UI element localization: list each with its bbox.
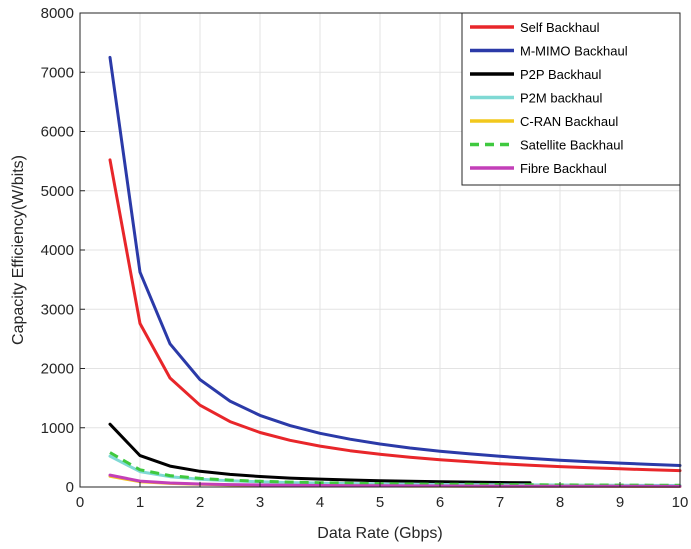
- y-tick-label: 8000: [41, 5, 74, 22]
- x-tick-label: 10: [672, 494, 689, 511]
- legend-label-p2p-backhaul: P2P Backhaul: [520, 67, 602, 82]
- x-tick-label: 9: [616, 494, 624, 511]
- x-tick-label: 6: [436, 494, 444, 511]
- x-axis-title: Data Rate (Gbps): [317, 525, 442, 542]
- y-tick-label: 4000: [41, 242, 74, 259]
- legend-label-p2m-backhaul: P2M backhaul: [520, 91, 602, 106]
- y-axis-title: Capacity Efficiency(W/bits): [10, 155, 27, 345]
- y-tick-label: 6000: [41, 124, 74, 141]
- series-line-m-mimo-backhaul: [108, 55, 682, 467]
- x-tick-label: 5: [376, 494, 384, 511]
- axis-ticks: 0 1 2 3 4 5 6 7 8 9 10 0 1000 2000 3000 4000 5000 6000 700…: [41, 5, 689, 511]
- legend-label-satellite-backhaul: Satellite Backhaul: [520, 138, 623, 153]
- y-tick-label: 1000: [41, 420, 74, 437]
- legend-label-fibre-backhaul: Fibre Backhaul: [520, 161, 607, 176]
- y-tick-label: 2000: [41, 361, 74, 378]
- x-tick-label: 7: [496, 494, 504, 511]
- series-line-fibre-backhaul: [108, 473, 682, 488]
- y-tick-label: 5000: [41, 183, 74, 200]
- legend-label-c-ran-backhaul: C-RAN Backhaul: [520, 114, 618, 129]
- legend-label-self-backhaul: Self Backhaul: [520, 20, 600, 35]
- y-tick-label: 7000: [41, 64, 74, 81]
- x-tick-label: 8: [556, 494, 564, 511]
- series-layer: [108, 55, 682, 488]
- legend: Self Backhaul M-MIMO Backhaul P2P Backhaul…: [461, 12, 681, 186]
- x-tick-label: 1: [136, 494, 144, 511]
- series-line-p2p-backhaul: [108, 422, 532, 485]
- series-line-self-backhaul: [108, 158, 682, 473]
- x-tick-label: 0: [76, 494, 84, 511]
- y-tick-label: 0: [66, 479, 74, 496]
- y-tick-label: 3000: [41, 301, 74, 318]
- legend-label-m-mimo-backhaul: M-MIMO Backhaul: [520, 44, 628, 59]
- x-tick-label: 3: [256, 494, 264, 511]
- x-tick-label: 2: [196, 494, 204, 511]
- x-tick-label: 4: [316, 494, 324, 511]
